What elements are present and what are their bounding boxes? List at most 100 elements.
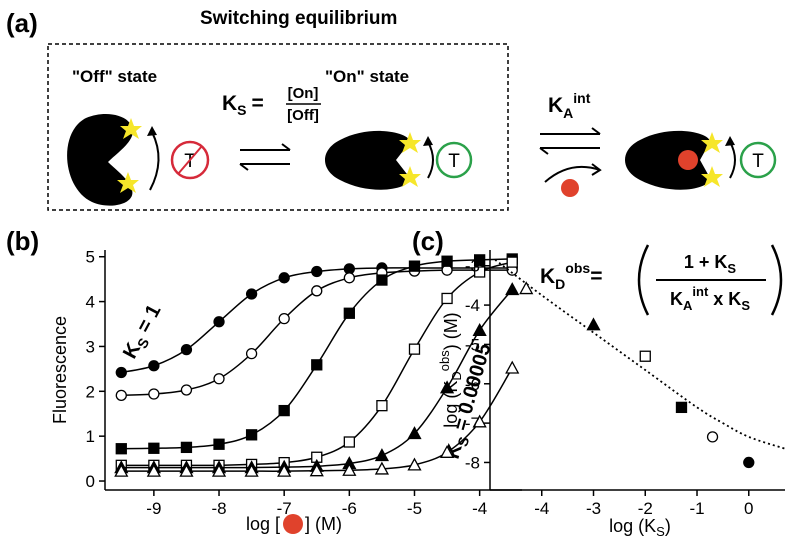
data-point: [439, 380, 455, 394]
panel-label: (b): [6, 226, 39, 256]
x-axis-label: log [: [246, 514, 280, 534]
curved-arrow: [729, 141, 736, 179]
data-point: [278, 404, 290, 417]
y-tick-label: 2: [86, 382, 95, 401]
data-point: [441, 255, 453, 267]
fluorophore: [399, 132, 421, 153]
data-point: [213, 373, 225, 385]
y-tick-label: 0: [86, 472, 95, 491]
y-tick-label: -4: [465, 296, 480, 315]
x-tick-label: -5: [407, 499, 422, 518]
data-point: [342, 462, 357, 476]
data-point: [506, 256, 518, 268]
data-point: [519, 281, 534, 295]
data-point: [213, 438, 225, 450]
y-tick-label: -7: [465, 414, 480, 433]
data-point: [408, 260, 421, 272]
data-point: [343, 272, 355, 284]
x-tick-label: -4: [472, 499, 487, 518]
fluorophore: [399, 166, 421, 187]
data-point: [311, 359, 323, 371]
on-protein: [325, 130, 410, 190]
x-tick-label: -3: [586, 499, 601, 518]
panel-label: (c): [412, 226, 444, 256]
data-point: [278, 272, 290, 284]
data-point: [472, 414, 487, 428]
bound-protein: [625, 130, 710, 190]
x-tick-label: -4: [534, 499, 549, 518]
data-point: [407, 457, 422, 471]
data-point: [115, 366, 127, 379]
x-axis-label: ] (M): [305, 514, 342, 534]
ka-label: KAint: [548, 90, 591, 121]
y-tick-label: -8: [465, 453, 480, 472]
y-tick-label: 4: [86, 293, 95, 312]
target-label: T: [752, 151, 764, 172]
x-tick-label: -1: [689, 499, 704, 518]
data-point: [439, 444, 455, 458]
data-point: [146, 463, 161, 477]
x-tick-label: -6: [342, 499, 357, 518]
target-on: [739, 141, 777, 179]
forward-arrow: [240, 143, 291, 151]
data-point: [374, 448, 390, 462]
data-point: [114, 463, 129, 477]
fluorophore: [701, 166, 723, 187]
fluorophore: [117, 172, 139, 193]
panel-title: Switching equilibrium: [200, 8, 397, 29]
target-label: T: [448, 151, 460, 172]
on-label: "On" state: [325, 67, 409, 86]
data-point: [180, 384, 193, 396]
arrow-head: [725, 136, 735, 146]
back-arrow: [539, 147, 600, 155]
data-point: [743, 456, 755, 469]
forward-arrow: [540, 127, 601, 135]
x-tick-label: 0: [744, 499, 753, 518]
y-tick-label: -3: [465, 257, 480, 276]
x-tick-label: -2: [638, 499, 653, 518]
data-point: [472, 322, 487, 336]
data-point: [278, 312, 290, 325]
ks-equation: KS =: [222, 92, 264, 118]
back-arrow: [239, 163, 290, 171]
data-point: [441, 292, 453, 305]
ks-denominator: [Off]: [287, 107, 319, 124]
panel-label: (a): [6, 8, 38, 38]
data-point: [311, 285, 323, 297]
x-tick-label: -9: [146, 499, 161, 518]
fluorophore: [120, 118, 142, 139]
data-point: [211, 463, 227, 477]
slash: [177, 145, 203, 175]
data-point: [213, 316, 225, 328]
y-tick-label: -5: [465, 335, 480, 354]
ks-numerator: [On]: [288, 85, 319, 102]
fit-curve: [494, 259, 786, 450]
dashed-box: [47, 43, 509, 211]
data-point: [245, 288, 258, 300]
x-axis-label: log (KS): [609, 516, 671, 539]
off-protein: [67, 114, 133, 206]
ligand: [678, 150, 698, 170]
data-point: [115, 389, 127, 401]
formula-lhs: KDobs=: [540, 260, 602, 292]
data-point: [376, 274, 388, 286]
formula-numerator: 1 + KS: [684, 252, 737, 276]
ligand: [561, 179, 579, 197]
curved-arrow: [544, 163, 602, 183]
data-point: [407, 426, 422, 440]
paren: [637, 244, 650, 316]
y-tick-label: -6: [465, 375, 480, 394]
x-tick-label: -7: [277, 499, 292, 518]
data-point: [586, 317, 601, 331]
data-point: [311, 265, 323, 278]
data-point: [245, 429, 258, 441]
data-point: [180, 343, 193, 356]
y-axis-label: Fluorescence: [50, 316, 70, 424]
data-point: [148, 360, 160, 372]
data-point: [245, 347, 258, 360]
data-point: [505, 360, 520, 374]
curved-arrow: [427, 141, 434, 179]
y-tick-label: 3: [86, 337, 95, 356]
ligand-icon: [283, 514, 303, 534]
